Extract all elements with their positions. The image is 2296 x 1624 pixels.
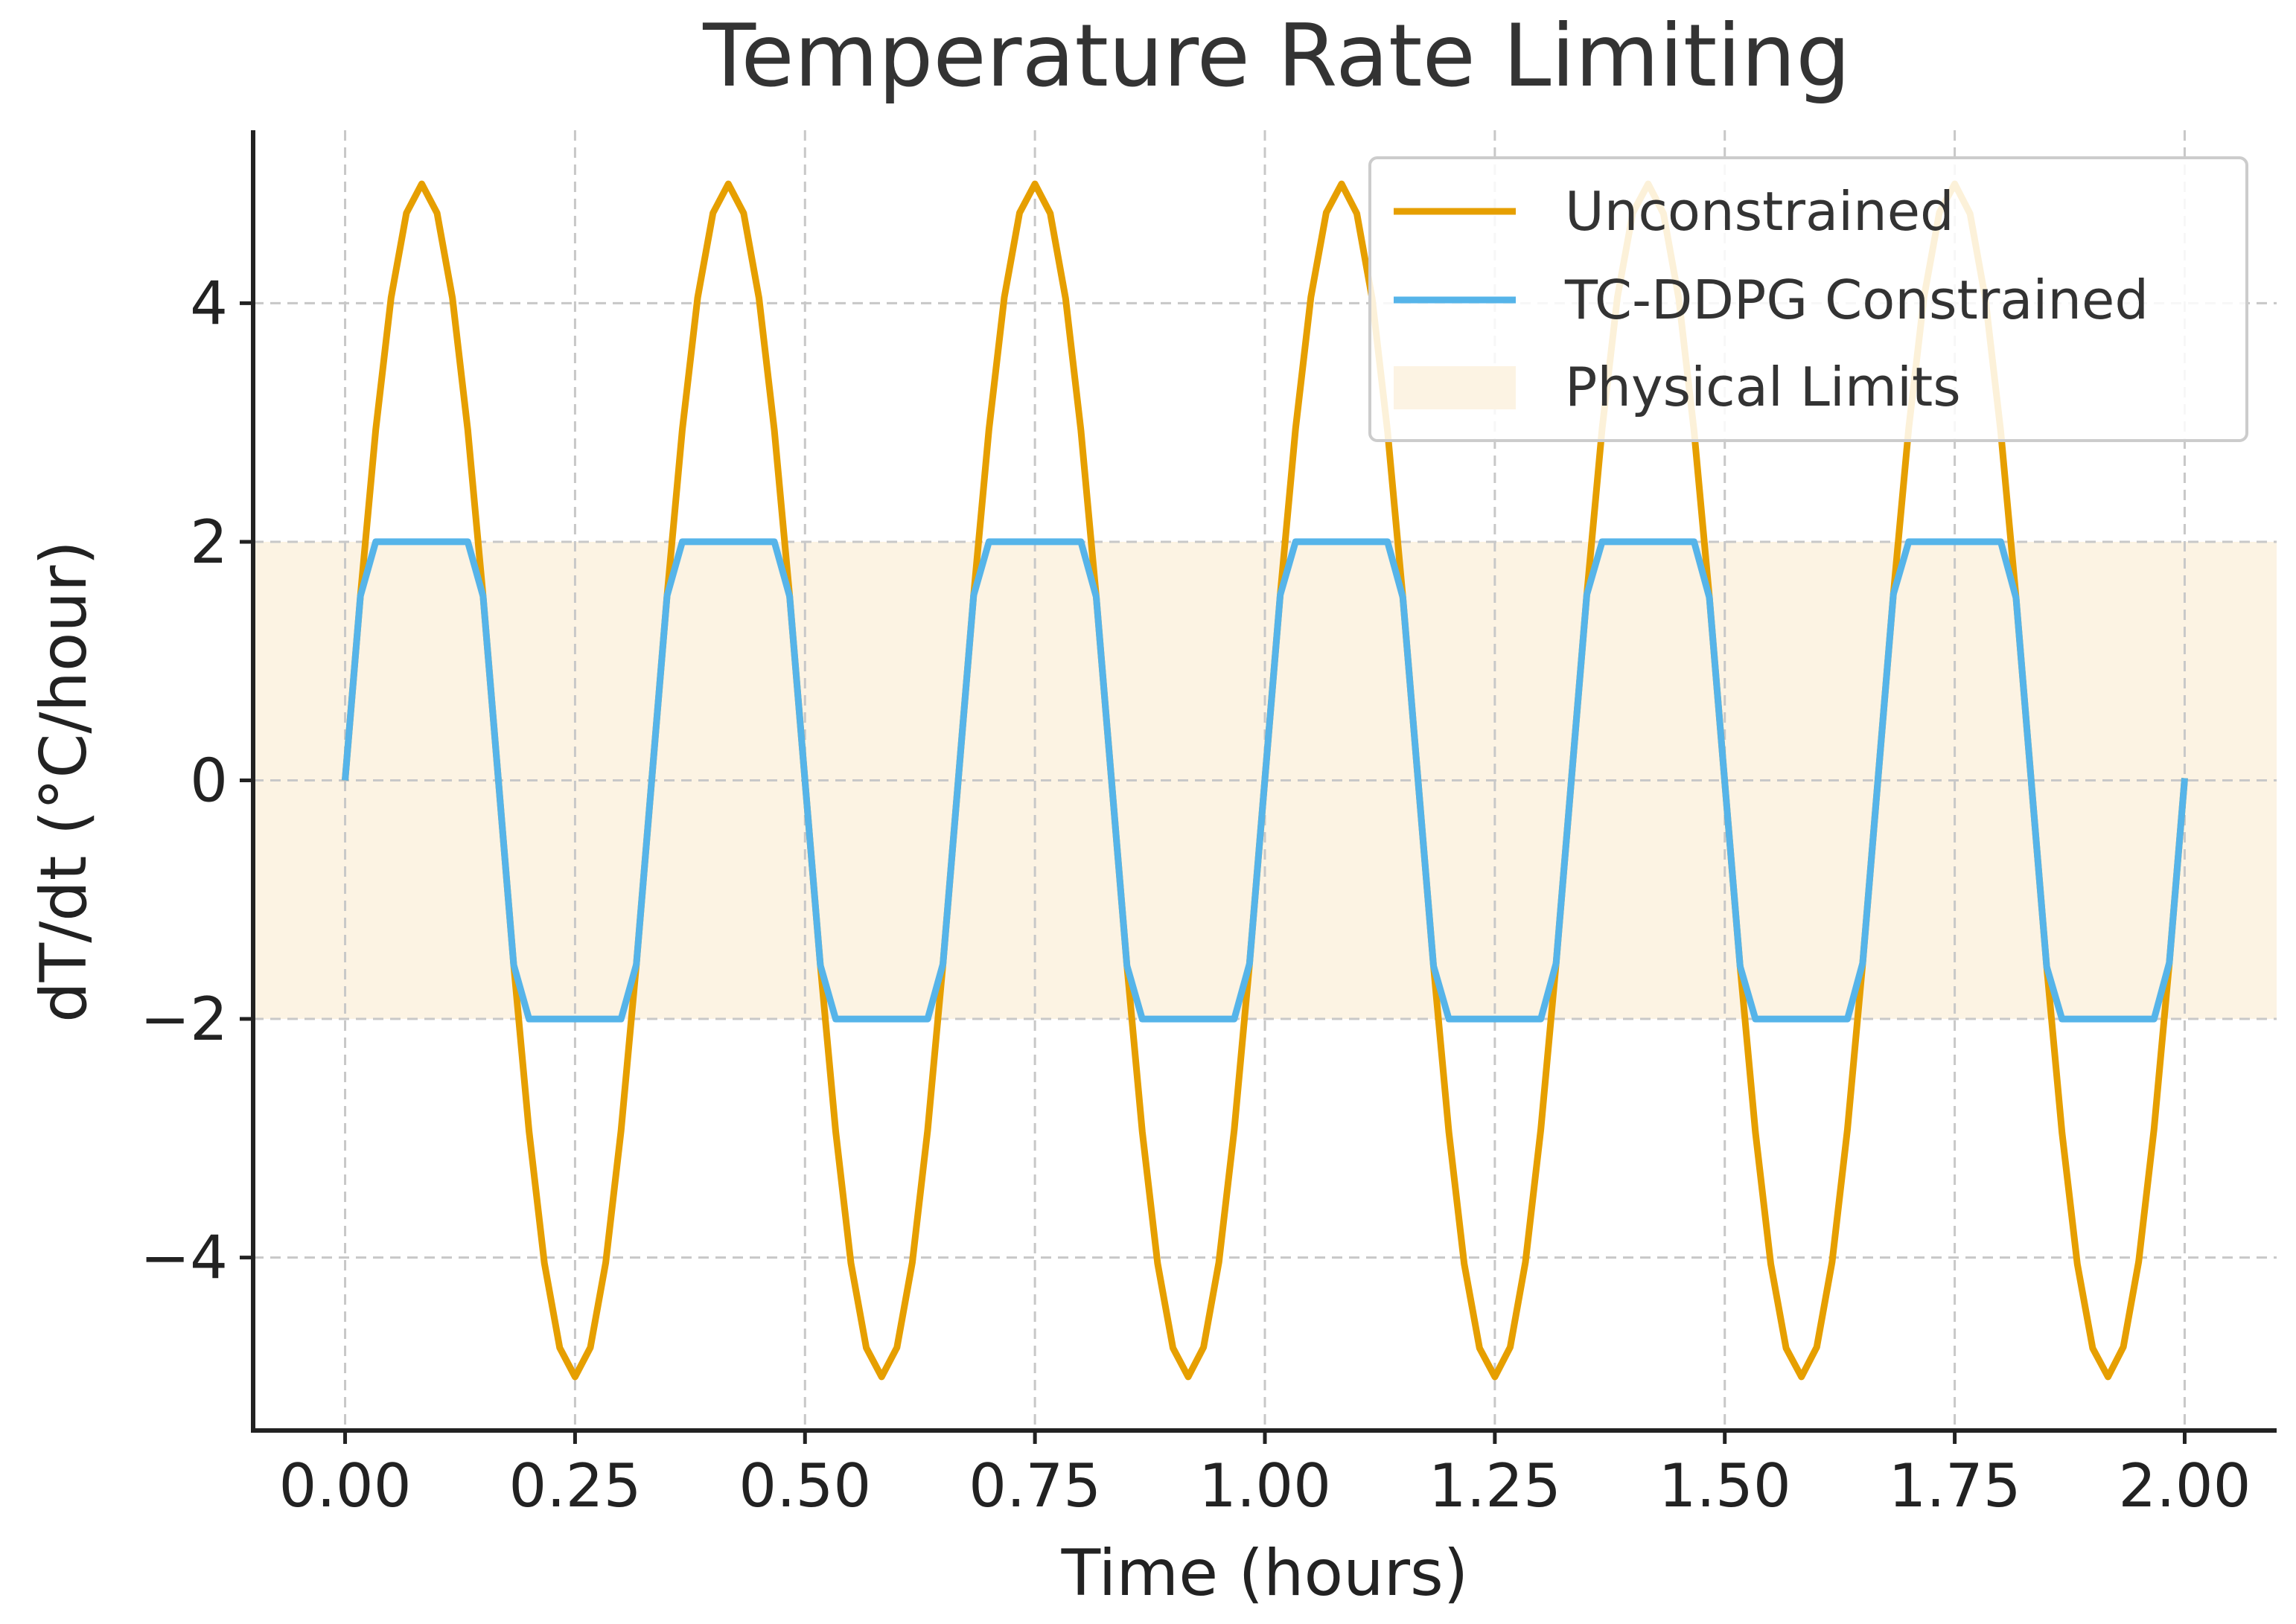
x-tick-label: 0.00	[278, 1451, 411, 1521]
chart-title: Temperature Rate Limiting	[702, 6, 1850, 106]
x-tick-label: 1.50	[1659, 1451, 1791, 1521]
x-tick-label: 1.25	[1429, 1451, 1561, 1521]
x-tick-label: 0.50	[739, 1451, 871, 1521]
x-tick-label: 0.25	[508, 1451, 641, 1521]
series-line-tc-ddpg-constrained	[342, 538, 2188, 1023]
y-tick-label: −4	[140, 1224, 228, 1293]
legend-box	[1368, 156, 2248, 442]
y-tick-label: 4	[190, 269, 228, 338]
y-tick-label: 2	[190, 508, 228, 577]
x-tick-label: 2.00	[2118, 1451, 2251, 1521]
legend-swatch-physical-limits	[1394, 366, 1516, 409]
legend: Unconstrained TC-DDPG Constrained Physic…	[1368, 156, 2248, 442]
x-grid	[344, 130, 2186, 1430]
x-ticks: 0.00 0.25 0.50 0.75 1.00 1.25 1.50 1.75 2.00	[278, 1430, 2251, 1521]
y-tick-label: 0	[190, 747, 228, 816]
y-tick-label: −2	[140, 985, 228, 1054]
y-axis-label: dT/dt (°C/hour)	[27, 540, 101, 1023]
y-ticks: −4 −2 0 2 4	[140, 269, 253, 1293]
x-tick-label: 1.75	[1889, 1451, 2021, 1521]
legend-label-unconstrained: Unconstrained	[1565, 180, 1954, 243]
legend-label-physical-limits: Physical Limits	[1565, 356, 1961, 418]
legend-label-tc-ddpg-constrained: TC-DDPG Constrained	[1564, 269, 2149, 331]
x-tick-label: 1.00	[1199, 1451, 1331, 1521]
x-tick-label: 0.75	[969, 1451, 1101, 1521]
x-axis-label: Time (hours)	[1061, 1536, 1469, 1611]
